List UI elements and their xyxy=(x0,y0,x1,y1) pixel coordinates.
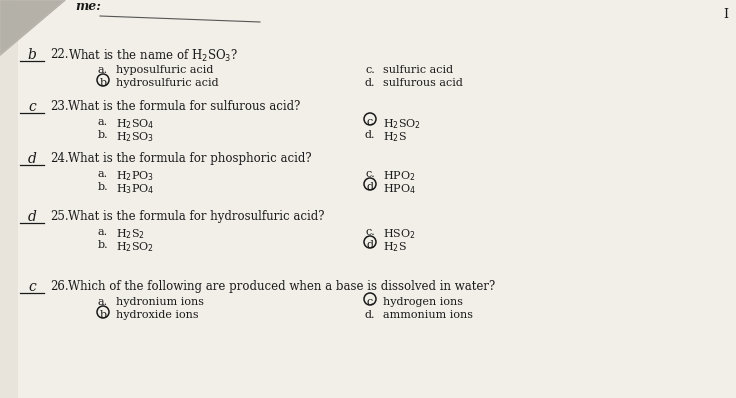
Text: H$_2$SO$_2$: H$_2$SO$_2$ xyxy=(116,240,154,254)
Text: sulfuric acid: sulfuric acid xyxy=(383,65,453,75)
Text: 22.: 22. xyxy=(50,48,68,61)
Text: HSO$_2$: HSO$_2$ xyxy=(383,227,416,241)
Text: a.: a. xyxy=(98,65,108,75)
Text: d: d xyxy=(367,240,373,250)
Text: b.: b. xyxy=(98,130,108,140)
Text: What is the name of H$_2$SO$_3$?: What is the name of H$_2$SO$_3$? xyxy=(68,48,238,64)
Text: me:: me: xyxy=(75,0,101,13)
Text: H$_2$SO$_3$: H$_2$SO$_3$ xyxy=(116,130,154,144)
Polygon shape xyxy=(0,0,65,55)
Text: H$_2$SO$_4$: H$_2$SO$_4$ xyxy=(116,117,155,131)
Text: What is the formula for sulfurous acid?: What is the formula for sulfurous acid? xyxy=(68,100,300,113)
Text: a.: a. xyxy=(98,169,108,179)
Text: What is the formula for hydrosulfuric acid?: What is the formula for hydrosulfuric ac… xyxy=(68,210,325,223)
Text: hydronium ions: hydronium ions xyxy=(116,297,204,307)
Text: hydrogen ions: hydrogen ions xyxy=(383,297,463,307)
Text: c: c xyxy=(367,117,373,127)
Text: hyposulfuric acid: hyposulfuric acid xyxy=(116,65,213,75)
Polygon shape xyxy=(0,0,65,55)
Text: d: d xyxy=(27,210,37,224)
Text: HPO$_2$: HPO$_2$ xyxy=(383,169,416,183)
Text: HPO$_4$: HPO$_4$ xyxy=(383,182,416,196)
Text: H$_2$S: H$_2$S xyxy=(383,240,407,254)
Text: d.: d. xyxy=(365,310,375,320)
Text: H$_2$S$_2$: H$_2$S$_2$ xyxy=(116,227,145,241)
Text: c: c xyxy=(28,280,36,294)
Text: a.: a. xyxy=(98,117,108,127)
Text: c: c xyxy=(367,297,373,307)
Text: b.: b. xyxy=(98,182,108,192)
Text: sulfurous acid: sulfurous acid xyxy=(383,78,463,88)
Text: c.: c. xyxy=(365,169,375,179)
Text: d: d xyxy=(367,182,373,192)
Text: H$_2$PO$_3$: H$_2$PO$_3$ xyxy=(116,169,154,183)
Text: ammonium ions: ammonium ions xyxy=(383,310,473,320)
Text: c.: c. xyxy=(365,227,375,237)
Text: Which of the following are produced when a base is dissolved in water?: Which of the following are produced when… xyxy=(68,280,495,293)
Text: d: d xyxy=(27,152,37,166)
Text: 24.: 24. xyxy=(50,152,68,165)
Text: 23.: 23. xyxy=(50,100,68,113)
Text: hydrosulfuric acid: hydrosulfuric acid xyxy=(116,78,219,88)
Text: a.: a. xyxy=(98,297,108,307)
Text: H$_2$S: H$_2$S xyxy=(383,130,407,144)
Text: 25.: 25. xyxy=(50,210,68,223)
Text: b.: b. xyxy=(98,240,108,250)
Text: H$_3$PO$_4$: H$_3$PO$_4$ xyxy=(116,182,155,196)
Text: hydroxide ions: hydroxide ions xyxy=(116,310,199,320)
Text: c.: c. xyxy=(365,65,375,75)
Text: b: b xyxy=(99,310,107,320)
Text: b: b xyxy=(27,48,37,62)
Text: I: I xyxy=(723,8,729,21)
Text: c: c xyxy=(28,100,36,114)
Text: H$_2$SO$_2$: H$_2$SO$_2$ xyxy=(383,117,421,131)
Text: d.: d. xyxy=(365,78,375,88)
Text: b: b xyxy=(99,78,107,88)
Text: d.: d. xyxy=(365,130,375,140)
Text: 26.: 26. xyxy=(50,280,68,293)
Text: What is the formula for phosphoric acid?: What is the formula for phosphoric acid? xyxy=(68,152,311,165)
Text: a.: a. xyxy=(98,227,108,237)
